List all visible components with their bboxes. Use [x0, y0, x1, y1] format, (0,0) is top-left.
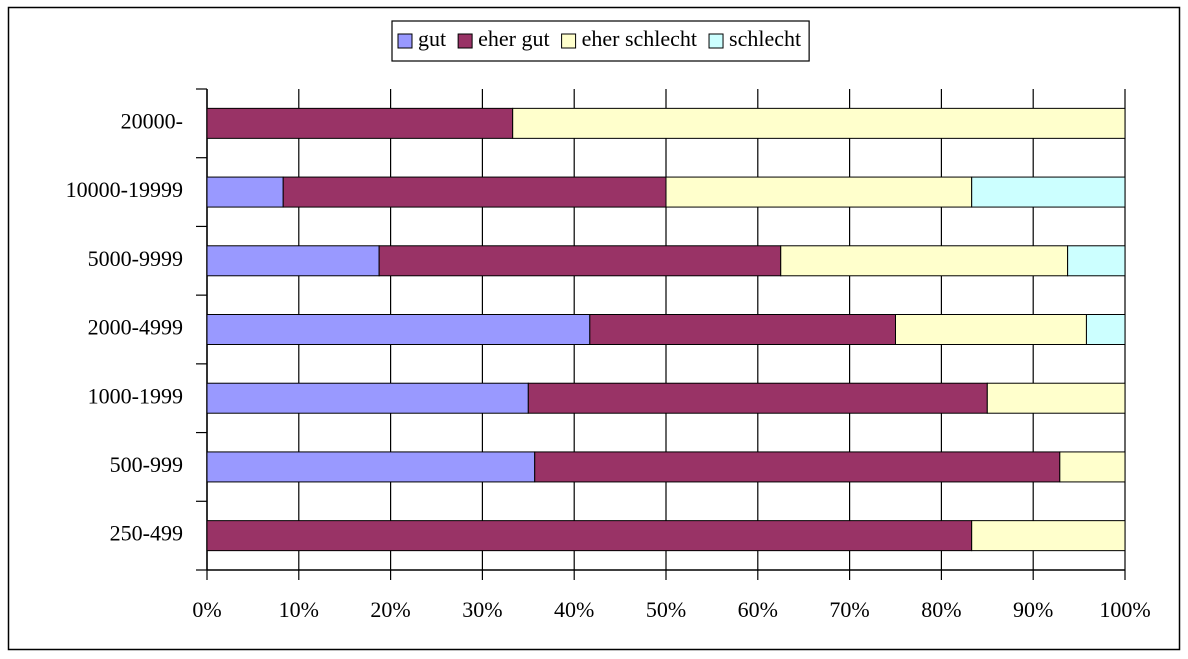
- y-tick-label: 2000-4999: [88, 315, 183, 340]
- bar-segment: [512, 107, 1126, 139]
- bar-segment: [206, 520, 973, 552]
- legend-label: eher gut: [478, 26, 549, 51]
- bar-segment: [527, 382, 988, 414]
- bar-segment: [206, 107, 514, 139]
- x-tick-label: 60%: [738, 597, 778, 622]
- x-tick-label: 20%: [370, 597, 410, 622]
- x-tick-label: 30%: [462, 597, 502, 622]
- y-tick-label: 1000-1999: [88, 383, 183, 408]
- bar-segment: [971, 176, 1126, 208]
- bar-segment: [1059, 451, 1126, 483]
- legend-swatch: [397, 33, 413, 49]
- bar-segment: [206, 451, 536, 483]
- legend-label: gut: [418, 26, 446, 51]
- bar-segment: [378, 245, 782, 277]
- legend-label: schlecht: [729, 26, 801, 51]
- bar-segment: [282, 176, 667, 208]
- y-tick-label: 500-999: [110, 452, 183, 477]
- bar-segment: [895, 314, 1087, 345]
- bar-segment: [589, 314, 897, 345]
- x-tick-label: 100%: [1099, 597, 1150, 622]
- bar-segment: [780, 245, 1069, 277]
- x-tick-label: 0%: [192, 597, 221, 622]
- bar-segment: [665, 176, 973, 208]
- bar-segment: [1085, 314, 1126, 345]
- legend-swatch: [708, 33, 724, 49]
- bar-segment: [206, 314, 591, 345]
- legend-label: eher schlecht: [582, 26, 697, 51]
- y-tick-label: 250-499: [110, 521, 183, 546]
- x-tick-label: 80%: [921, 597, 961, 622]
- legend-swatch: [561, 33, 577, 49]
- legend-swatch: [457, 33, 473, 49]
- x-tick-label: 90%: [1013, 597, 1053, 622]
- y-tick-label: 20000-: [121, 108, 183, 133]
- x-tick-label: 40%: [554, 597, 594, 622]
- bar-segment: [971, 520, 1126, 552]
- y-tick-label: 10000-19999: [66, 177, 183, 202]
- x-tick-label: 10%: [279, 597, 319, 622]
- x-tick-label: 70%: [829, 597, 869, 622]
- bar-segment: [1067, 245, 1126, 277]
- bar-segment: [206, 176, 284, 208]
- x-tick-label: 50%: [646, 597, 686, 622]
- bar-segment: [986, 382, 1126, 414]
- bar-segment: [206, 245, 380, 277]
- y-tick-label: 5000-9999: [88, 246, 183, 271]
- bar-segment: [206, 382, 529, 414]
- bar-segment: [534, 451, 1061, 483]
